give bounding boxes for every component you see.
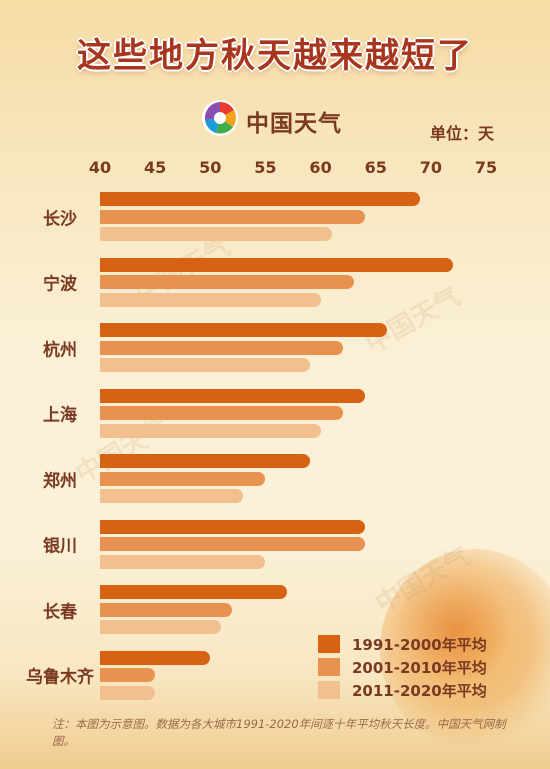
bar — [100, 406, 343, 420]
x-tick-label: 75 — [475, 158, 497, 177]
x-tick-label: 55 — [254, 158, 276, 177]
brand-name: 中国天气 — [246, 104, 342, 138]
bar — [100, 555, 265, 569]
category-label: 宁波 — [20, 270, 100, 295]
chart-title: 这些地方秋天越来越短了 — [0, 28, 550, 77]
x-tick-label: 45 — [144, 158, 166, 177]
bar — [100, 668, 155, 682]
bar — [100, 341, 343, 355]
watermark: 中国天气 — [358, 276, 467, 360]
bar — [100, 454, 310, 468]
bar — [100, 620, 221, 634]
bar — [100, 537, 365, 551]
legend-swatch — [318, 658, 340, 676]
category-label: 长沙 — [20, 204, 100, 229]
bar — [100, 323, 387, 337]
category-label: 长春 — [20, 597, 100, 622]
bar — [100, 489, 243, 503]
footnote: 注：本图为示意图。数据为各大城市1991-2020年间逐十年平均秋天长度。中国天… — [52, 716, 522, 750]
bar — [100, 227, 332, 241]
legend-label: 2001-2010年平均 — [352, 657, 487, 678]
legend-label: 2011-2020年平均 — [352, 680, 487, 701]
legend-swatch — [318, 681, 340, 699]
unit-label: 单位：天 — [430, 120, 494, 144]
bar — [100, 192, 420, 206]
category-label: 杭州 — [20, 335, 100, 360]
x-tick-label: 60 — [309, 158, 331, 177]
category-label: 上海 — [20, 401, 100, 426]
bar — [100, 389, 365, 403]
x-tick-label: 65 — [365, 158, 387, 177]
bar — [100, 585, 287, 599]
x-tick-label: 50 — [199, 158, 221, 177]
category-label: 乌鲁木齐 — [20, 663, 100, 688]
bar — [100, 258, 453, 272]
bar — [100, 424, 321, 438]
bar — [100, 603, 232, 617]
legend-label: 1991-2000年平均 — [352, 634, 487, 655]
bar — [100, 472, 265, 486]
bar — [100, 520, 365, 534]
bar — [100, 275, 354, 289]
x-tick-label: 70 — [420, 158, 442, 177]
bar — [100, 686, 155, 700]
x-tick-label: 40 — [89, 158, 111, 177]
bar — [100, 651, 210, 665]
bar — [100, 293, 321, 307]
bar — [100, 210, 365, 224]
category-label: 银川 — [20, 532, 100, 557]
legend-swatch — [318, 635, 340, 653]
bar — [100, 358, 310, 372]
category-label: 郑州 — [20, 466, 100, 491]
logo-icon — [200, 98, 240, 138]
